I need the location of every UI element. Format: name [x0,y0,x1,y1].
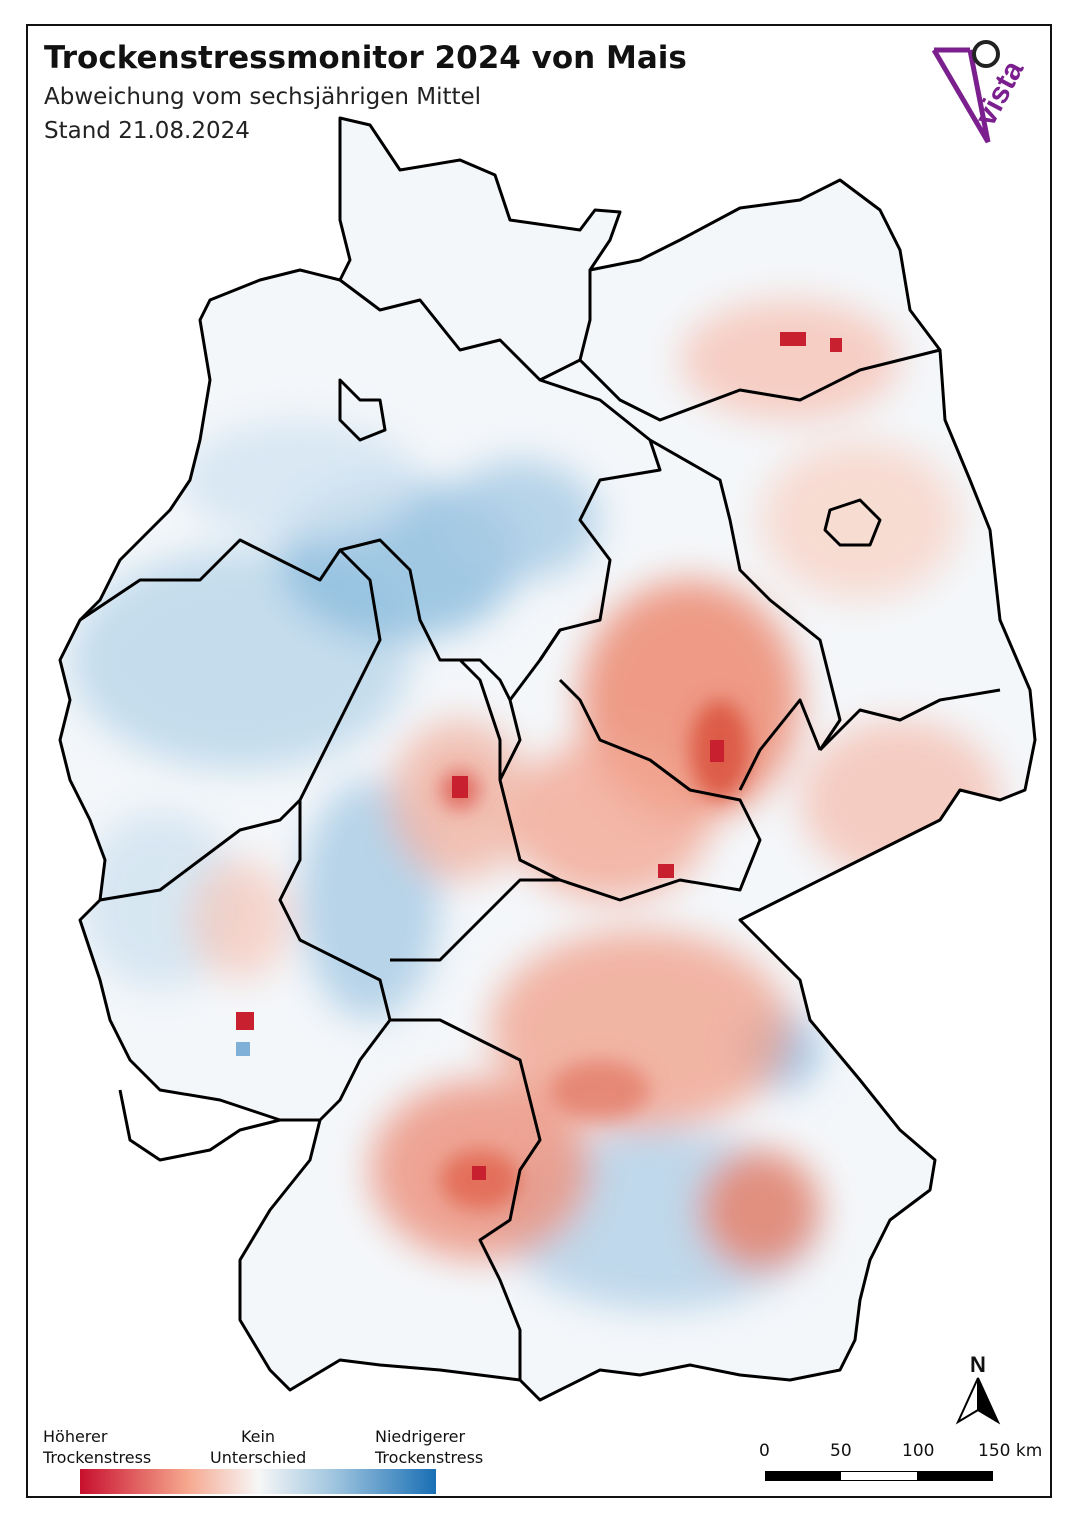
border-th [498,629,762,902]
legend-gradient [80,1469,436,1494]
border-mv-bb [578,348,941,422]
germany-map [58,116,1037,1402]
map-title: Trockenstressmonitor 2024 von Mais [44,40,687,76]
legend-low: Niedrigerer Trockenstress [375,1427,484,1467]
border-he-by [458,658,502,780]
scale-tick-0: 0 [759,1441,770,1461]
vista-logo-icon: vista [931,40,1030,144]
border-nw-he [99,548,382,902]
border-sl [118,1089,281,1162]
state-borders [79,270,1001,1380]
vista-logo: vista [926,36,1052,152]
stress-blobs [70,300,1000,1310]
border-sn [818,688,1001,752]
north-arrow-icon: N [955,1352,1001,1425]
legend-high: Höherer Trockenstress [43,1427,152,1467]
border-ni-st [538,378,662,661]
border-he-rp-bw [278,800,392,1122]
border-hb [338,378,387,442]
scale-bar [765,1471,993,1481]
scale-tick-100: 100 [902,1441,935,1461]
border-sh-hh [339,270,592,382]
map-frame [26,24,1052,1498]
border-st-bb [649,438,842,751]
border-by-bw [390,878,560,1380]
legend-none: Kein Unterschied [210,1427,307,1467]
germany-outline [58,116,1037,1402]
north-arrow: N [948,1352,1008,1430]
border-nw-ni [79,538,512,701]
map-subtitle: Abweichung vom sechsjährigen Mittel [44,84,482,110]
north-label: N [970,1352,986,1377]
map-date: Stand 21.08.2024 [44,118,250,144]
border-berlin [823,498,882,547]
border-st-sn [738,698,822,791]
scale-tick-150: 150 km [978,1441,1043,1461]
scale-tick-50: 50 [830,1441,852,1461]
stress-raster [60,118,1035,1400]
